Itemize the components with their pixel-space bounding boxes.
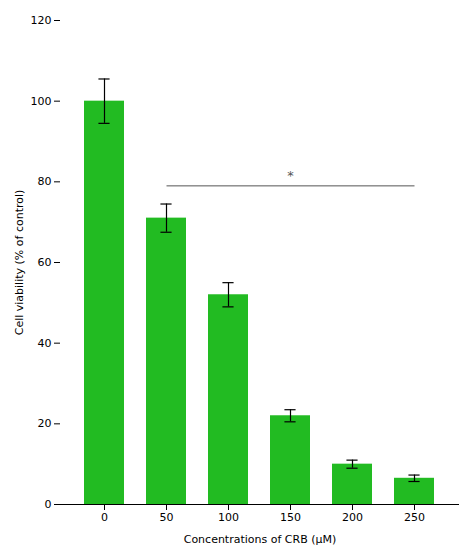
svg-text:Cell viability (% of control): Cell viability (% of control) <box>13 190 26 336</box>
svg-text:40: 40 <box>38 337 52 350</box>
svg-text:50: 50 <box>160 511 174 524</box>
svg-text:100: 100 <box>218 511 239 524</box>
svg-text:0: 0 <box>45 498 52 511</box>
svg-text:200: 200 <box>342 511 363 524</box>
svg-text:0: 0 <box>101 511 108 524</box>
svg-text:*: * <box>287 168 294 183</box>
svg-text:150: 150 <box>280 511 301 524</box>
svg-text:250: 250 <box>404 511 425 524</box>
svg-text:100: 100 <box>31 95 52 108</box>
svg-text:20: 20 <box>38 417 52 430</box>
svg-text:Concentrations of CRB (μM): Concentrations of CRB (μM) <box>184 533 337 546</box>
svg-text:120: 120 <box>31 14 52 27</box>
svg-text:60: 60 <box>38 256 52 269</box>
svg-text:80: 80 <box>38 175 52 188</box>
